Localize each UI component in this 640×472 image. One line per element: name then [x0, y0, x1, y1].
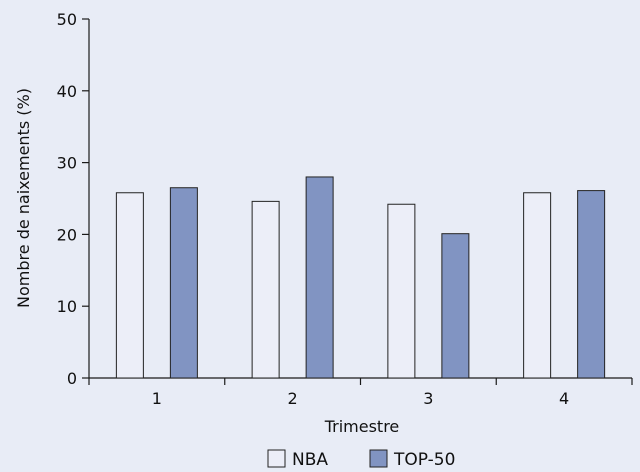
- bar-nba-q4: [523, 192, 552, 379]
- y-axis-label: Nombre de naixements (%): [14, 88, 33, 308]
- legend: NBA TOP-50: [267, 449, 455, 470]
- y-tick-label: 50: [57, 10, 77, 29]
- x-axis-label: Trimestre: [324, 417, 400, 436]
- legend-swatch-top50: [369, 449, 388, 468]
- bar-nba-q2: [251, 200, 280, 379]
- bar-top50-q2: [305, 176, 334, 379]
- y-tick-label: 40: [57, 82, 77, 101]
- bar-nba-q1: [115, 192, 144, 379]
- y-tick-label: 0: [67, 369, 77, 388]
- x-ticks: 1 2 3 4: [88, 378, 633, 408]
- x-tick-label: 2: [288, 389, 298, 408]
- x-tick-label: 1: [152, 389, 162, 408]
- legend-label-nba: NBA: [292, 450, 328, 470]
- bar-top50-q1: [169, 187, 198, 379]
- bar-nba-q3: [387, 203, 416, 379]
- bar-top50-q3: [441, 233, 470, 379]
- legend-swatch-nba: [267, 449, 286, 468]
- y-tick-label: 10: [57, 297, 77, 316]
- x-tick-label: 3: [423, 389, 433, 408]
- y-tick-label: 30: [57, 154, 77, 173]
- y-tick-label: 20: [57, 225, 77, 244]
- x-tick-label: 4: [559, 389, 569, 408]
- bars: [115, 176, 606, 379]
- legend-label-top50: TOP-50: [393, 450, 455, 470]
- y-ticks: 0 10 20 30 40 50: [57, 10, 89, 388]
- bar-top50-q4: [577, 190, 606, 379]
